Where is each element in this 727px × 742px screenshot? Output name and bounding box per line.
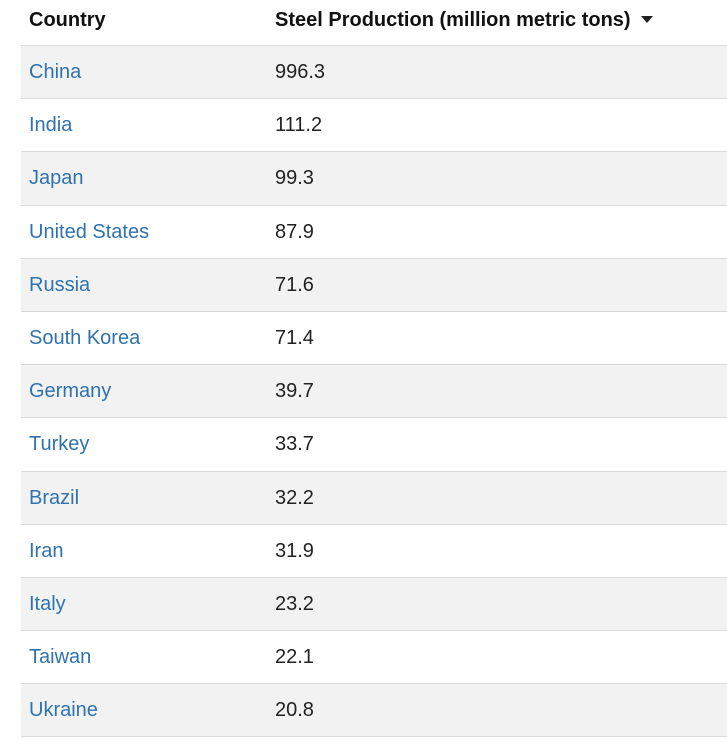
country-link[interactable]: United States — [29, 220, 150, 243]
table-row: United States 87.9 — [21, 205, 727, 259]
steel-production-table: Country Steel Production (million metric… — [21, 0, 727, 738]
country-link[interactable]: China — [29, 61, 82, 83]
table-row: South Korea 71.4 — [21, 311, 727, 366]
table-row: India 111.2 — [21, 99, 727, 153]
steel-value: 31.9 — [275, 539, 314, 562]
steel-value: 99.3 — [275, 167, 314, 190]
table-row: Japan 99.3 — [21, 152, 727, 206]
country-link[interactable]: Turkey — [29, 433, 90, 456]
country-link[interactable]: Ukraine — [29, 699, 98, 722]
table-row: Brazil 32.2 — [21, 471, 727, 525]
table-body: China 996.3 India 111.2 Japan 99.3 United S… — [21, 46, 727, 738]
country-link[interactable]: Russia — [29, 273, 91, 296]
country-link[interactable]: Taiwan — [29, 646, 92, 669]
steel-value: 87.9 — [275, 220, 314, 243]
country-column-header[interactable]: Country — [29, 9, 106, 31]
steel-value: 23.2 — [275, 592, 314, 615]
table-row: China 996.3 — [21, 46, 727, 100]
table-row: Germany 39.7 — [21, 365, 727, 419]
steel-value: 22.1 — [275, 646, 314, 669]
country-link[interactable]: Brazil — [29, 486, 80, 509]
table-row: Russia 71.6 — [21, 258, 727, 312]
country-link[interactable]: Japan — [29, 167, 84, 190]
steel-value: 32.2 — [275, 486, 314, 509]
steel-value: 39.7 — [275, 380, 314, 403]
steel-value: 71.6 — [275, 273, 314, 296]
table-row: Turkey 33.7 — [21, 418, 727, 472]
table-header: Country Steel Production (million metric… — [21, 0, 727, 46]
country-link[interactable]: Iran — [29, 539, 64, 562]
table-row: Iran 31.9 — [21, 524, 727, 578]
table-row: Taiwan 22.1 — [21, 631, 727, 685]
country-link[interactable]: Germany — [29, 380, 112, 403]
caret-down-icon[interactable] — [640, 16, 653, 24]
steel-production-column-header[interactable]: Steel Production (million metric tons) — [275, 9, 653, 32]
steel-value: 111.2 — [275, 114, 323, 137]
table-row: Italy 23.2 — [21, 577, 727, 632]
steel-value: 33.7 — [275, 433, 314, 456]
table-row: Ukraine 20.8 — [21, 684, 727, 738]
country-link[interactable]: Italy — [29, 592, 66, 615]
steel-value: 996.3 — [275, 61, 326, 83]
steel-production-header-label: Steel Production (million metric tons) — [275, 9, 631, 31]
country-link[interactable]: India — [29, 114, 73, 137]
steel-value: 71.4 — [275, 326, 314, 349]
country-link[interactable]: South Korea — [29, 326, 141, 349]
steel-value: 20.8 — [275, 699, 314, 722]
